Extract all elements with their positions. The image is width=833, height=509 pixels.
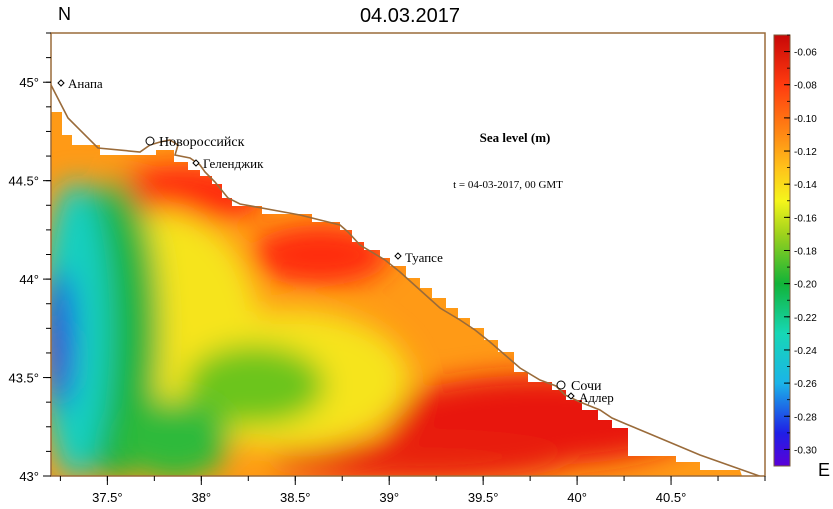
lat-tick-label: 43.5° [8,371,39,386]
city-novorossiysk-label: Новороссийск [159,135,245,150]
colorbar-tick-label: -0.24 [794,346,817,357]
colorbar-tick-label: -0.28 [794,412,817,423]
colorbar-tick-label: -0.14 [794,180,817,191]
lon-tick-label: 38° [191,490,211,505]
land-mask [51,33,765,476]
north-label: N [58,4,71,24]
colorbar-tick-label: -0.08 [794,81,817,92]
map-timestamp: t = 04-03-2017, 00 GMT [453,179,563,191]
plot-area: Анапа Новороссийск Геленджик Туапсе Сочи… [51,33,765,476]
city-adler-marker [567,392,575,400]
x-axis: 37.5° 38° 38.5° 39° 39.5° 40° 40.5° [59,476,766,505]
colorbar-tick-label: -0.18 [794,247,817,258]
city-sochi: Сочи [556,379,602,394]
east-label: E [818,460,830,480]
map-variable-title: Sea level (m) [480,130,551,145]
city-tuapse: Туапсе [394,250,443,265]
colorbar-tick-label: -0.26 [794,379,817,390]
y-axis: 43° 43.5° 44° 44.5° 45° [8,32,51,484]
lat-tick-label: 45° [19,75,39,90]
lon-tick-label: 39.5° [468,490,499,505]
lat-tick-label: 44° [19,272,39,287]
colorbar-tick-label: -0.12 [794,147,817,158]
lon-tick-label: 39° [379,490,399,505]
lon-tick-label: 40° [567,490,587,505]
coastline [51,84,762,476]
city-tuapse-label: Туапсе [405,250,443,265]
lon-tick-label: 40.5° [656,490,687,505]
colorbar-tick-label: -0.06 [794,48,817,59]
field-blob-green-south [120,400,230,476]
lat-tick-label: 43° [19,469,39,484]
city-anapa-marker [57,79,65,87]
lat-tick-label: 44.5° [8,174,39,189]
lon-tick-label: 38.5° [280,490,311,505]
map-date-title: 04.03.2017 [360,5,460,27]
city-sochi-label: Сочи [571,379,602,394]
city-gelendzhik: Геленджик [192,156,264,171]
colorbar-tick-label: -0.22 [794,313,817,324]
city-adler-label: Адлер [579,390,614,405]
field-blob-red-south [270,438,570,476]
city-adler: Адлер [567,390,614,405]
field-blob-violet [51,330,62,390]
city-novorossiysk: Новороссийск [145,135,245,150]
sea-level-field [51,165,700,476]
city-tuapse-marker [394,252,402,260]
colorbar-tick-label: -0.10 [794,114,817,125]
city-anapa: Анапа [57,76,103,91]
colorbar-tick-label: -0.20 [794,280,817,291]
city-anapa-label: Анапа [68,76,103,91]
colorbar-tick-label: -0.30 [794,445,817,456]
city-gelendzhik-label: Геленджик [203,156,264,171]
city-novorossiysk-marker [145,136,155,146]
field-blob-green-center [185,345,325,425]
colorbar: -0.06 -0.08 -0.10 -0.12 -0.14 -0.16 -0.18 -0.20… [773,34,817,467]
city-gelendzhik-marker [192,159,200,167]
lon-tick-label: 37.5° [92,490,123,505]
colorbar-tick-label: -0.16 [794,213,817,224]
colorbar-ticks: -0.06 -0.08 -0.10 -0.12 -0.14 -0.16 -0.18 -0.20… [784,34,817,456]
city-sochi-marker [556,380,566,390]
